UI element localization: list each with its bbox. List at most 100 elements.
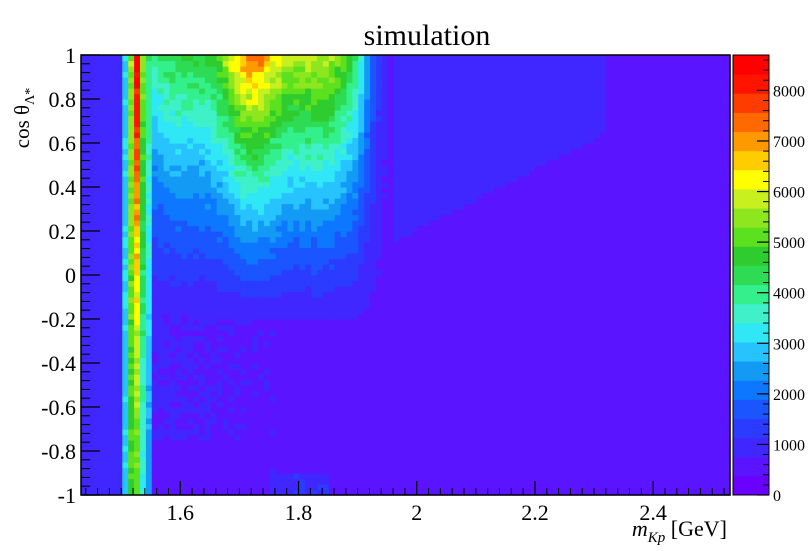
heatmap-cell (210, 187, 218, 194)
heatmap-cell (181, 418, 188, 425)
heatmap-cell (228, 181, 235, 188)
heatmap-cell (293, 77, 300, 84)
heatmap-cell (204, 181, 212, 188)
heatmap-cell (399, 352, 407, 359)
heatmap-cell (122, 66, 129, 73)
heatmap-cell (252, 374, 259, 381)
heatmap-cell (381, 77, 389, 84)
heatmap-cell (293, 478, 300, 485)
heatmap-cell (387, 121, 395, 128)
heatmap-cell (411, 368, 418, 375)
heatmap-cell (193, 176, 200, 183)
heatmap-cell (299, 137, 306, 144)
heatmap-cell (86, 451, 94, 458)
heatmap-cell (340, 302, 348, 309)
heatmap-cell (234, 214, 241, 221)
heatmap-cell (429, 192, 436, 199)
heatmap-cell (358, 407, 365, 414)
heatmap-cell (340, 236, 348, 243)
heatmap-cell (216, 374, 224, 381)
heatmap-cell (269, 143, 277, 150)
heatmap-cell (181, 242, 188, 249)
heatmap-cell (435, 451, 442, 458)
heatmap-cell (204, 478, 212, 485)
heatmap-cell (175, 209, 182, 216)
heatmap-cell (328, 341, 336, 348)
heatmap-cell (240, 66, 247, 73)
heatmap-cell (116, 297, 123, 304)
heatmap-cell (322, 429, 330, 436)
heatmap-cell (157, 242, 165, 249)
heatmap-cell (317, 374, 324, 381)
heatmap-cell (104, 374, 112, 381)
heatmap-cell (228, 192, 235, 199)
heatmap-cell (246, 126, 253, 133)
heatmap-cell (334, 247, 342, 254)
heatmap-cell (381, 143, 389, 150)
heatmap-cell (411, 357, 418, 364)
heatmap-cell (258, 412, 265, 419)
heatmap-cell (81, 484, 88, 491)
heatmap-cell (376, 423, 383, 430)
heatmap-cell (216, 165, 224, 172)
heatmap-cell (317, 335, 324, 342)
heatmap-cell (157, 429, 165, 436)
heatmap-cell (263, 330, 271, 337)
heatmap-cell (252, 66, 259, 73)
heatmap-cell (275, 308, 283, 315)
heatmap-cell (364, 198, 371, 205)
heatmap-cell (269, 60, 277, 67)
heatmap-cell (340, 220, 348, 227)
heatmap-cell (364, 478, 371, 485)
heatmap-cell (128, 258, 135, 265)
heatmap-cell (393, 192, 401, 199)
heatmap-cell (387, 203, 395, 210)
heatmap-cell (134, 258, 141, 265)
heatmap-cell (258, 363, 265, 370)
heatmap-cell (193, 275, 200, 282)
heatmap-cell (399, 66, 407, 73)
heatmap-cell (246, 143, 253, 150)
heatmap-cell (252, 209, 259, 216)
heatmap-cell (128, 462, 135, 469)
heatmap-cell (163, 297, 171, 304)
heatmap-cell (92, 132, 100, 139)
heatmap-cell (110, 148, 117, 155)
heatmap-cell (204, 264, 212, 271)
heatmap-cell (287, 99, 294, 106)
heatmap-cell (134, 209, 141, 216)
heatmap-cell (81, 330, 88, 337)
heatmap-cell (435, 198, 442, 205)
heatmap-cell (358, 473, 365, 480)
heatmap-cell (240, 407, 247, 414)
heatmap-cell (240, 165, 247, 172)
heatmap-cell (92, 374, 100, 381)
heatmap-cell (210, 280, 218, 287)
heatmap-cell (181, 286, 188, 293)
heatmap-cell (399, 423, 407, 430)
heatmap-cell (317, 412, 324, 419)
heatmap-cell (175, 82, 182, 89)
heatmap-cell (92, 264, 100, 271)
heatmap-cell (417, 115, 424, 122)
heatmap-cell (157, 115, 165, 122)
heatmap-cell (98, 286, 106, 293)
heatmap-cell (145, 132, 153, 139)
heatmap-cell (210, 176, 218, 183)
heatmap-cell (86, 280, 94, 287)
heatmap-cell (328, 88, 336, 95)
heatmap-cell (258, 55, 265, 62)
heatmap-cell (187, 363, 194, 370)
heatmap-cell (246, 418, 253, 425)
heatmap-cell (370, 467, 377, 474)
heatmap-cell (387, 286, 395, 293)
heatmap-cell (258, 418, 265, 425)
heatmap-cell (393, 357, 401, 364)
heatmap-cell (381, 176, 389, 183)
heatmap-cell (104, 192, 112, 199)
heatmap-cell (381, 478, 389, 485)
heatmap-cell (429, 253, 436, 260)
heatmap-cell (435, 137, 442, 144)
heatmap-cell (393, 181, 401, 188)
heatmap-cell (281, 192, 289, 199)
